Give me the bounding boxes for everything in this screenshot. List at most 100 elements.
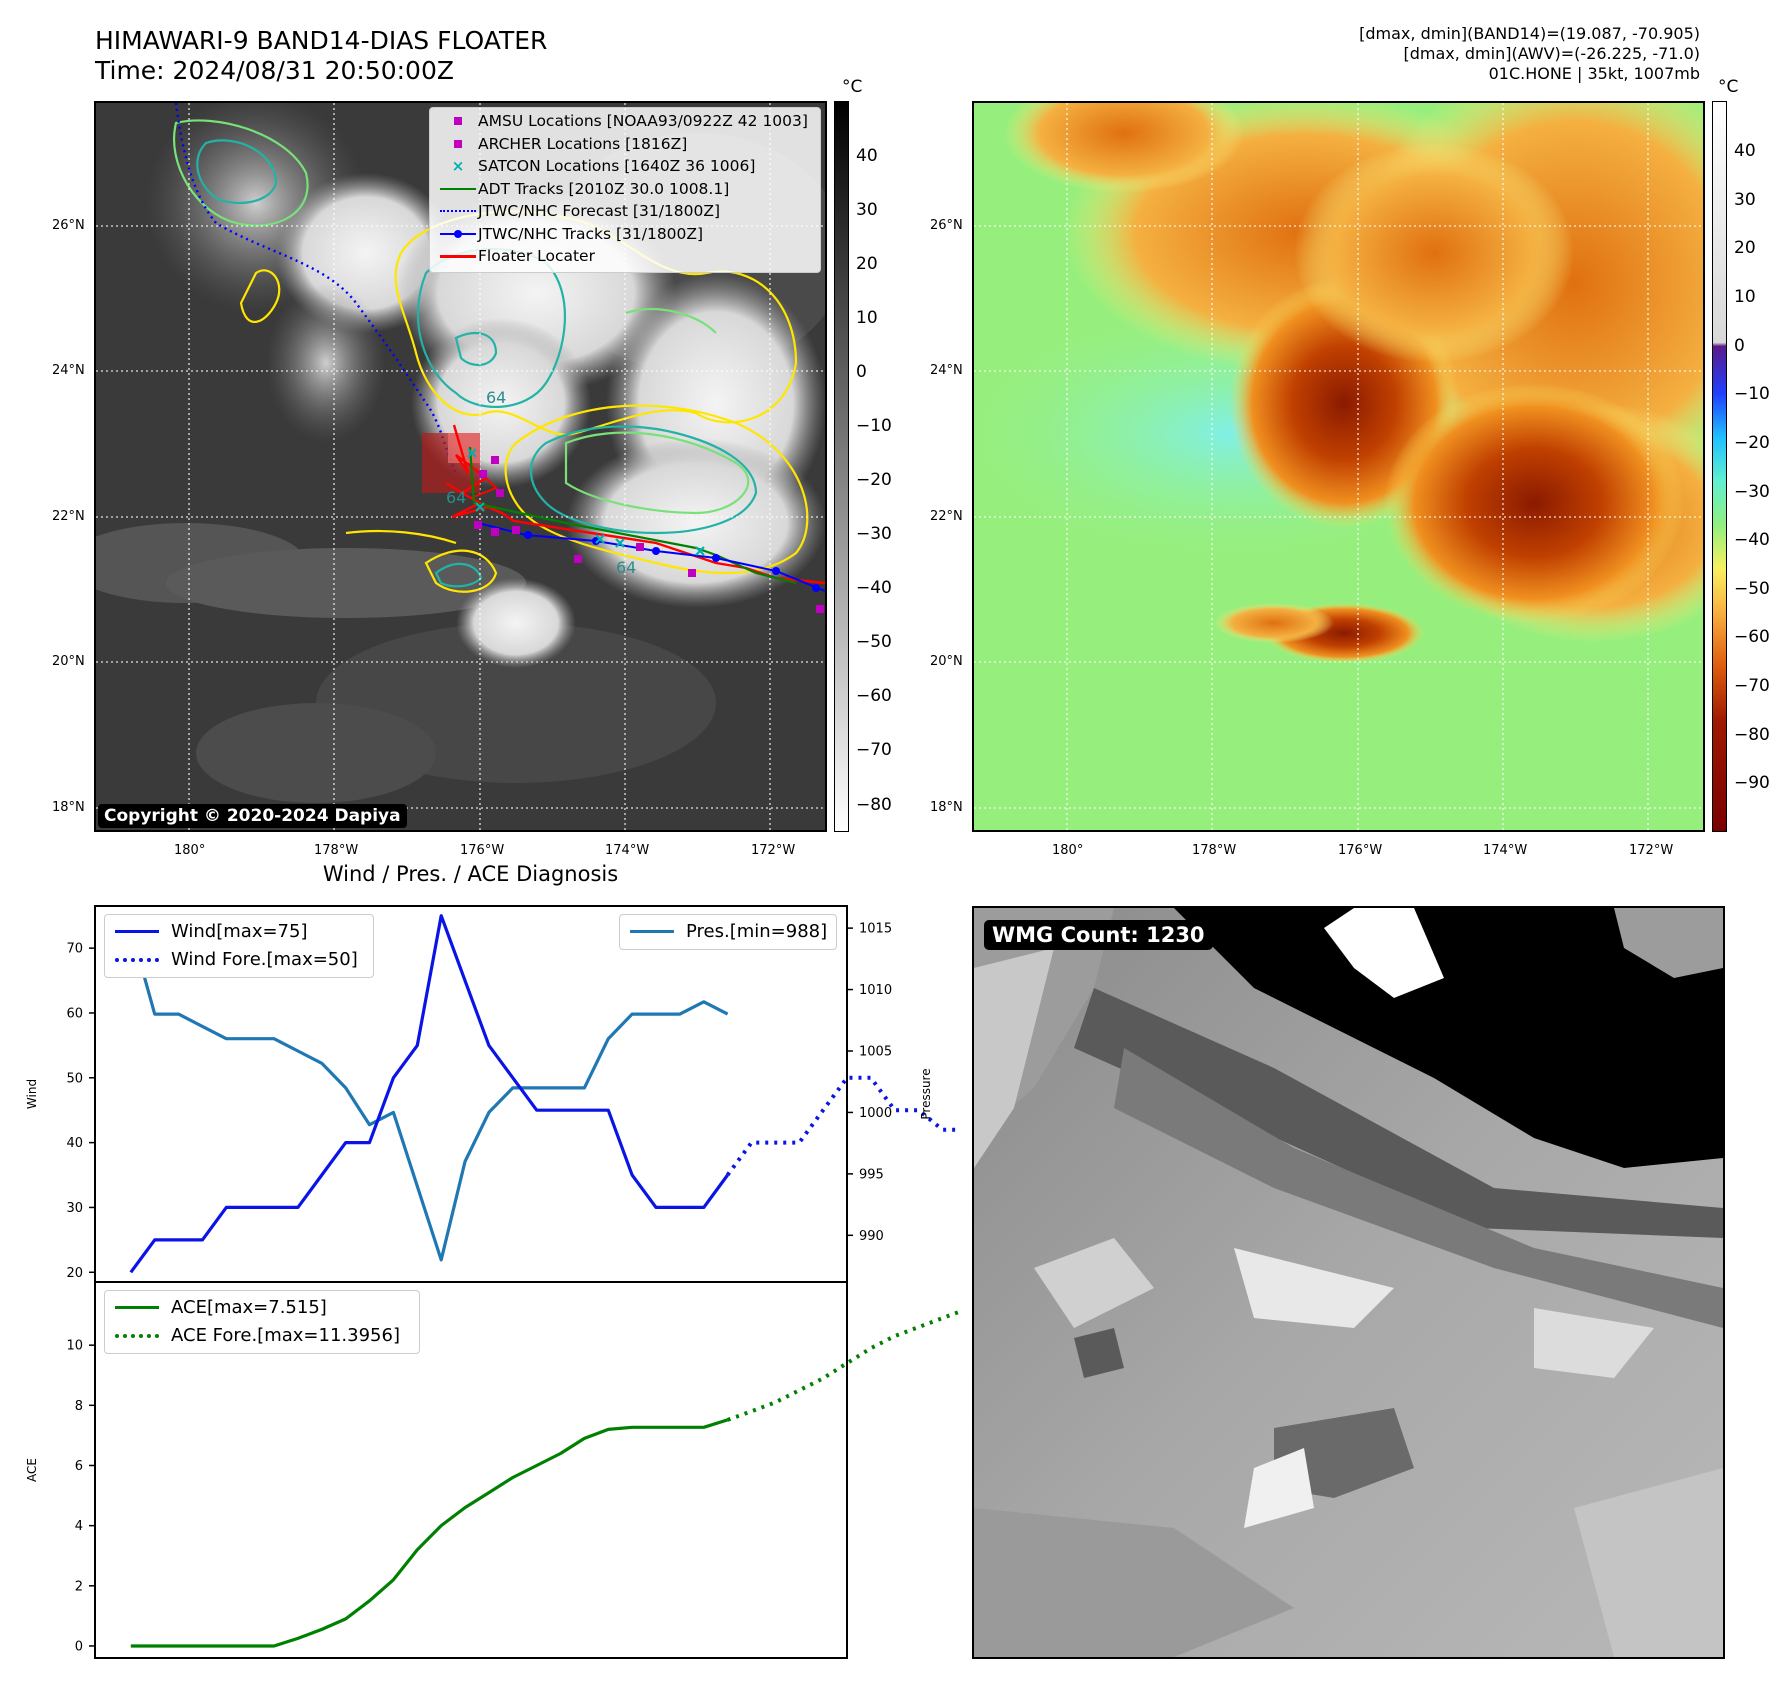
solid-line-icon — [113, 1294, 163, 1322]
ir-colorbar-tick: 0 — [856, 362, 867, 382]
line-marker-icon — [438, 178, 478, 200]
wind-axis-label: Wind — [25, 1079, 39, 1109]
awv-colorbar-tick: 30 — [1734, 190, 1756, 210]
legend-item-wind-forecast: Wind Fore.[max=50] — [113, 946, 365, 974]
awv-colorbar-tick: −80 — [1734, 725, 1770, 745]
contour-label: 64 — [486, 388, 506, 407]
ir-colorbar-tick: −10 — [856, 416, 892, 436]
pressure-axis-tick-label: 1015 — [859, 922, 892, 937]
dotted-line-icon — [113, 1322, 163, 1350]
ace-axis-tick-label: 0 — [75, 1639, 83, 1654]
legend-label: ACE Fore.[max=11.3956] — [171, 1325, 400, 1346]
wind-axis-tick-label: 70 — [66, 942, 83, 957]
ace-axis-label: ACE — [25, 1458, 39, 1482]
awv-colorbar-tick: 20 — [1734, 238, 1756, 258]
legend-label: ADT Tracks [2010Z 30.0 1008.1] — [478, 179, 730, 198]
diagnosis-title: Wind / Pres. / ACE Diagnosis — [322, 862, 619, 886]
chart-title: HIMAWARI-9 BAND14-DIAS FLOATER — [95, 26, 548, 55]
legend-item-pressure: Pres.[min=988] — [628, 918, 828, 946]
ir-colorbar-tick: −60 — [856, 686, 892, 706]
ir-colorbar-tick: −50 — [856, 632, 892, 652]
lon-label: 176°W — [1338, 843, 1383, 858]
wind-axis-tick-label: 60 — [66, 1006, 83, 1021]
ir-colorbar-tick: −80 — [856, 795, 892, 815]
ir-colorbar-unit: °C — [842, 77, 863, 97]
ace-axis-tick-label: 2 — [75, 1579, 83, 1594]
lat-label: 20°N — [52, 654, 85, 669]
legend-label: JTWC/NHC Forecast [31/1800Z] — [478, 202, 721, 220]
lon-label: 178°W — [1192, 843, 1237, 858]
awv-colorbar-tick: −40 — [1734, 530, 1770, 550]
lon-label: 172°W — [1629, 843, 1674, 858]
band14-range-text: [dmax, dmin](BAND14)=(19.087, -70.905) — [1359, 24, 1700, 43]
legend-item-satcon: × SATCON Locations [1640Z 36 1006] — [438, 155, 812, 178]
ir-colorbar-tick: −20 — [856, 470, 892, 490]
awv-map-panel — [972, 101, 1705, 832]
dotted-line-icon — [113, 946, 163, 974]
lat-label: 24°N — [52, 363, 85, 378]
legend-label: ARCHER Locations [1816Z] — [478, 134, 688, 153]
legend-label: Floater Locater — [478, 247, 595, 265]
lon-label: 174°W — [1483, 843, 1528, 858]
ace-axis-tick-label: 8 — [75, 1399, 83, 1414]
ir-map-panel: 64 64 64 AMSU Locations [NOAA93/0922Z 42… — [94, 101, 827, 832]
legend-label: JTWC/NHC Tracks [31/1800Z] — [478, 224, 704, 243]
contour-label: 64 — [616, 558, 636, 577]
awv-colorbar-tick: −90 — [1734, 773, 1770, 793]
legend-label: Pres.[min=988] — [686, 921, 828, 942]
lat-label: 22°N — [930, 509, 963, 524]
lat-label: 26°N — [930, 218, 963, 233]
legend-item-adt: ADT Tracks [2010Z 30.0 1008.1] — [438, 178, 812, 201]
legend-label: Wind[max=75] — [171, 921, 308, 942]
awv-colorbar-tick: −20 — [1734, 433, 1770, 453]
awv-map-image — [974, 103, 1703, 830]
legend-item-floater: Floater Locater — [438, 245, 812, 268]
ir-colorbar-tick: −40 — [856, 578, 892, 598]
awv-colorbar-tick: 10 — [1734, 287, 1756, 307]
legend-label: AMSU Locations [NOAA93/0922Z 42 1003] — [478, 112, 808, 130]
lat-label: 20°N — [930, 654, 963, 669]
lon-label: 180° — [1052, 843, 1084, 858]
ir-colorbar-tick: 30 — [856, 200, 878, 220]
awv-colorbar-tick: 0 — [1734, 336, 1745, 356]
ir-colorbar — [834, 101, 849, 832]
solid-line-icon — [113, 918, 163, 946]
legend-label: ACE[max=7.515] — [171, 1297, 327, 1318]
lat-label: 18°N — [930, 800, 963, 815]
awv-range-text: [dmax, dmin](AWV)=(-26.225, -71.0) — [1403, 44, 1700, 63]
awv-colorbar-tick: −70 — [1734, 676, 1770, 696]
awv-colorbar-tick: −60 — [1734, 627, 1770, 647]
wind-axis-tick-label: 50 — [66, 1071, 83, 1086]
legend-item-forecast: JTWC/NHC Forecast [31/1800Z] — [438, 200, 812, 223]
awv-colorbar-unit: °C — [1718, 77, 1739, 97]
ace-series-line — [130, 1418, 729, 1648]
lat-label: 18°N — [52, 800, 85, 815]
legend-item-tracks: JTWC/NHC Tracks [31/1800Z] — [438, 223, 812, 246]
pressure-axis-tick-label: 1000 — [859, 1106, 892, 1121]
contour-label: 64 — [446, 488, 466, 507]
lon-label: 178°W — [314, 843, 359, 858]
ir-colorbar-tick: 10 — [856, 308, 878, 328]
ace-axis-tick-label: 6 — [75, 1459, 83, 1474]
awv-colorbar — [1712, 101, 1727, 832]
wind-axis-tick-label: 20 — [66, 1266, 83, 1281]
square-marker-icon — [438, 110, 478, 132]
dotted-line-icon — [438, 200, 478, 222]
wmg-image — [974, 908, 1723, 1657]
pressure-axis-tick-label: 1010 — [859, 983, 892, 998]
solid-line-icon — [628, 918, 678, 946]
square-marker-icon — [438, 133, 478, 155]
ir-colorbar-tick: −70 — [856, 740, 892, 760]
legend-label: Wind Fore.[max=50] — [171, 949, 358, 970]
storm-info-text: 01C.HONE | 35kt, 1007mb — [1488, 64, 1700, 83]
lon-label: 180° — [174, 843, 206, 858]
lat-label: 24°N — [930, 363, 963, 378]
legend-item-amsu: AMSU Locations [NOAA93/0922Z 42 1003] — [438, 110, 812, 133]
awv-colorbar-tick: −10 — [1734, 384, 1770, 404]
ace-axis-tick-label: 4 — [75, 1519, 83, 1534]
awv-colorbar-tick: 40 — [1734, 141, 1756, 161]
lon-label: 174°W — [605, 843, 650, 858]
wmg-panel: WMG Count: 1230 — [972, 906, 1725, 1659]
lon-label: 172°W — [751, 843, 796, 858]
pressure-axis-tick-label: 1005 — [859, 1044, 892, 1059]
